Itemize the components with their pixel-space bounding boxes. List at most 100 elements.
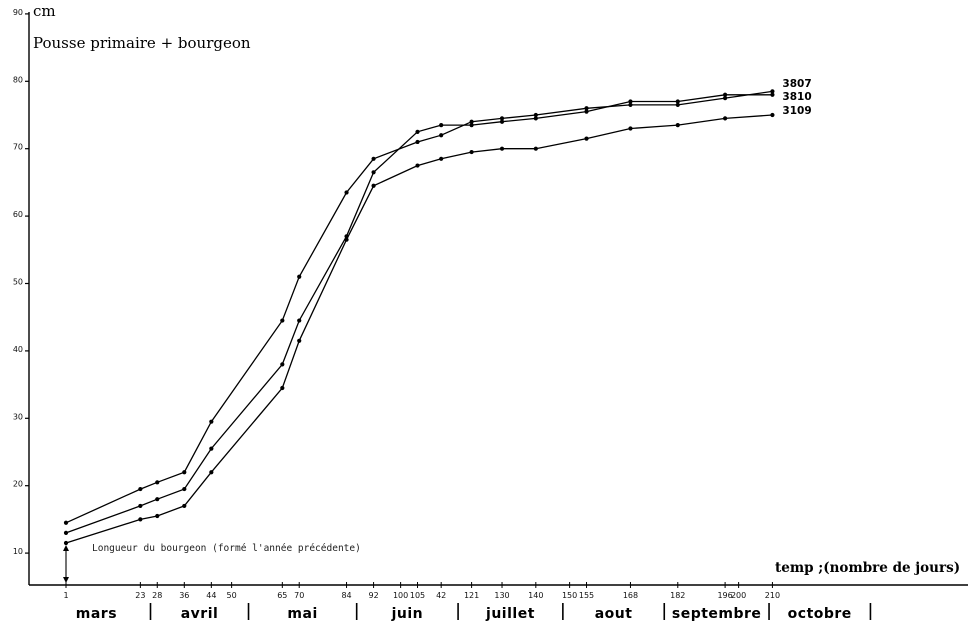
data-point: [469, 123, 474, 128]
data-point: [533, 112, 538, 118]
data-point: [439, 133, 444, 138]
x-tick-label: 140: [528, 591, 543, 600]
x-ticks: 1 23 28 36 44 50 65 70 84 92 100 105 42 121 130 140 150 1…: [63, 582, 780, 600]
month-label: juillet: [485, 606, 535, 622]
x-tick-label: 36: [179, 591, 189, 600]
arrow-head-down: [63, 577, 69, 583]
data-point: [415, 129, 420, 134]
data-point: [297, 318, 302, 323]
y-tick-label: 20: [13, 480, 23, 489]
x-tick-label: 65: [277, 591, 287, 600]
data-point: [182, 486, 187, 492]
data-point: [723, 92, 728, 97]
x-tick-label: 105: [410, 591, 425, 600]
x-tick-label: 100: [393, 591, 408, 600]
data-point: [439, 156, 444, 161]
data-point: [499, 116, 505, 121]
x-axis-label: temp ;(nombre de jours): [775, 560, 960, 576]
data-point: [584, 106, 589, 111]
data-point: [371, 156, 376, 161]
data-point: [63, 540, 69, 546]
data-point: [533, 116, 538, 121]
series-label-3807: 3807: [782, 78, 811, 90]
arrow-head-up: [63, 544, 69, 551]
data-point: [584, 109, 589, 114]
data-point: [280, 385, 285, 391]
data-point: [415, 139, 420, 145]
y-tick-label: 50: [13, 278, 23, 287]
data-point: [344, 237, 349, 242]
x-tick-label: 130: [494, 591, 509, 600]
data-point: [209, 446, 214, 451]
y-tick-label: 60: [13, 210, 23, 219]
x-tick-label: 84: [341, 591, 351, 600]
labels: cm Pousse primaire + bourgeon temp ;(nom…: [33, 2, 960, 576]
data-point: [371, 183, 376, 188]
x-tick-label: 168: [623, 591, 638, 600]
data-point: [723, 116, 728, 121]
data-point: [533, 146, 538, 151]
data-point: [155, 513, 160, 519]
x-tick-label: 155: [579, 591, 594, 600]
x-tick-label: 150: [562, 591, 577, 600]
y-tick-label: 10: [13, 547, 23, 556]
month-label: avril: [181, 606, 219, 622]
y-ticks: 10 20 30 40 50 60 70 80 90: [13, 8, 29, 556]
data-point: [63, 530, 69, 535]
data-point: [675, 99, 680, 104]
data-point: [63, 520, 69, 525]
data-point: [371, 170, 376, 175]
data-point: [280, 362, 285, 367]
y-tick-label: 90: [13, 8, 23, 17]
data-point: [138, 503, 143, 509]
x-tick-label: 210: [765, 591, 780, 600]
y-tick-label: 70: [13, 143, 23, 152]
data-point: [138, 486, 143, 492]
data-point: [499, 146, 505, 151]
data-point: [209, 419, 214, 424]
y-tick-label: 40: [13, 345, 23, 354]
x-tick-label: 28: [152, 591, 162, 600]
x-tick-label: 50: [227, 591, 237, 600]
month-label: mars: [76, 606, 117, 622]
data-point: [297, 274, 302, 279]
data-point: [675, 102, 680, 107]
data-point: [499, 119, 505, 124]
month-label: aout: [595, 606, 633, 622]
x-tick-label: 44: [206, 591, 216, 600]
data-point: [155, 497, 160, 502]
data-point: [628, 102, 633, 107]
data-point: [182, 470, 187, 475]
data-point: [770, 89, 775, 94]
bud-length-annotation: Longueur du bourgeon (formé l'année préc…: [92, 543, 361, 554]
month-label: septembre: [672, 606, 762, 622]
x-tick-label: 23: [135, 591, 145, 600]
x-tick-label: 121: [464, 591, 479, 600]
series-label-3109: 3109: [782, 105, 811, 117]
series-line-3807: [65, 90, 773, 524]
y-axis-unit-label: cm: [33, 2, 56, 20]
x-tick-label: 200: [731, 591, 746, 600]
data-point: [297, 338, 302, 343]
x-tick-label: 42: [436, 591, 446, 600]
data-point: [155, 480, 160, 485]
data-point: [628, 99, 633, 104]
y-tick-label: 30: [13, 412, 23, 421]
data-point: [770, 112, 775, 118]
data-point: [182, 503, 187, 509]
series-line-3109: [65, 114, 773, 544]
x-tick-label: 92: [368, 591, 378, 600]
data-point: [723, 96, 728, 101]
axes: [28, 12, 968, 586]
data-point: [439, 123, 444, 128]
month-axis: mars avril mai juin juillet aout septembre octo…: [76, 603, 872, 622]
data-point: [628, 126, 633, 131]
data-point: [415, 163, 420, 168]
x-tick-label: 70: [294, 591, 304, 600]
chart-title: Pousse primaire + bourgeon: [33, 34, 251, 52]
data-point: [584, 136, 589, 141]
data-point: [280, 318, 285, 323]
x-tick-label: 1: [63, 591, 68, 600]
